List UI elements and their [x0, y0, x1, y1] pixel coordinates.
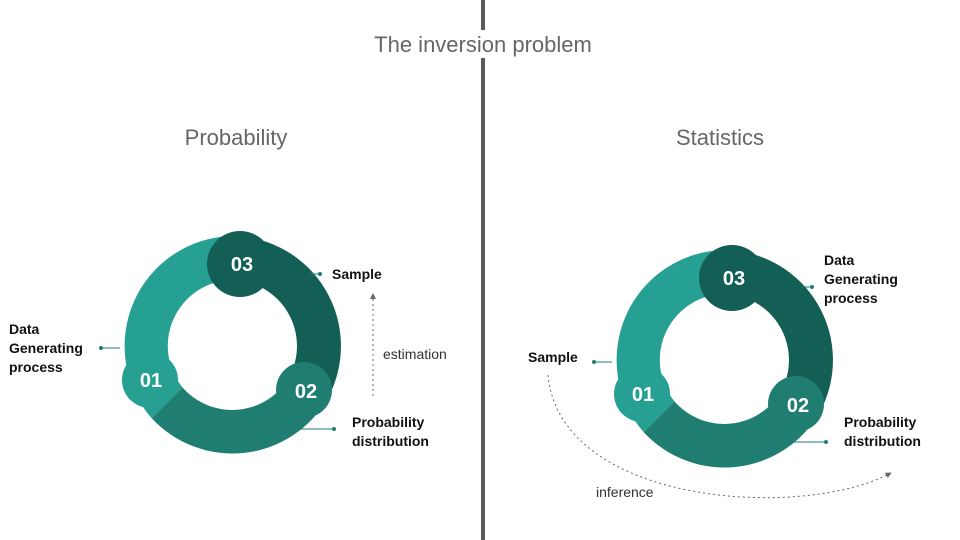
statistics-number-01: 01: [632, 384, 654, 406]
probability-badge-02: [276, 362, 332, 418]
statistics-label-sample: Sample: [528, 349, 578, 365]
center-divider-bottom: [481, 58, 485, 540]
statistics-cycle: 03 01 02: [547, 245, 892, 499]
statistics-connector-01-dot: [592, 360, 596, 364]
statistics-heading: Statistics: [675, 125, 765, 150]
probability-cycle: 03 01 02: [99, 231, 376, 454]
statistics-number-03: 03: [723, 268, 745, 290]
probability-label-probability-distribution: Probability distribution: [352, 414, 429, 449]
inference-arrow: [547, 374, 892, 499]
statistics-connector-02-dot: [824, 440, 828, 444]
estimation-label: estimation: [383, 346, 447, 362]
statistics-connector-03-dot: [810, 285, 814, 289]
statistics-badge-01: [614, 366, 670, 422]
statistics-badge-02: [768, 376, 824, 432]
center-divider-top: [481, 0, 485, 30]
probability-connector-02-dot: [332, 427, 336, 431]
probability-connector-03-dot: [318, 272, 322, 276]
probability-number-01: 01: [140, 370, 162, 392]
statistics-number-02: 02: [787, 395, 809, 417]
statistics-label-data-generating-process: Data Generating process: [824, 252, 898, 306]
slide-title: The inversion problem: [374, 32, 592, 57]
statistics-label-probability-distribution: Probability distribution: [844, 414, 921, 449]
probability-connector-01-dot: [99, 346, 103, 350]
probability-label-sample: Sample: [332, 266, 382, 282]
probability-heading: Probability: [184, 125, 288, 150]
probability-label-data-generating-process: Data Generating process: [9, 321, 83, 375]
probability-number-02: 02: [295, 381, 317, 403]
statistics-badge-03: [699, 245, 765, 311]
probability-badge-01: [122, 352, 178, 408]
probability-number-03: 03: [231, 254, 253, 276]
inference-label: inference: [596, 484, 654, 500]
probability-badge-03: [207, 231, 273, 297]
